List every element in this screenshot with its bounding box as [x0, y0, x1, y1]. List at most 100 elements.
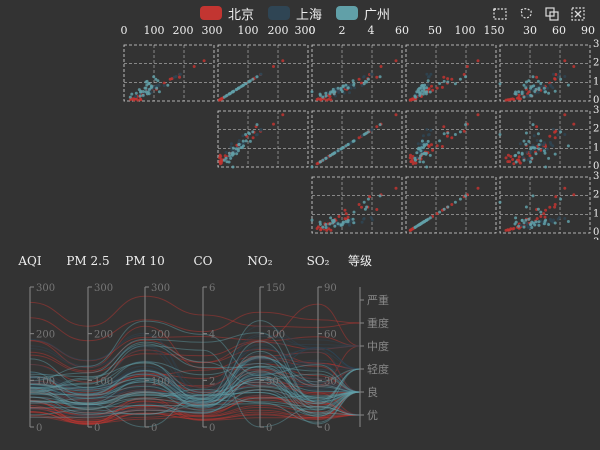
scatter-point	[551, 86, 555, 90]
scatter-point	[344, 212, 348, 216]
pc-category-label: 中度	[367, 339, 389, 353]
scatter-point	[531, 194, 535, 198]
right-tick-label: 2	[593, 190, 599, 201]
scatter-point	[357, 203, 361, 206]
lasso-select-icon[interactable]	[518, 6, 534, 22]
scatter-point	[536, 207, 540, 211]
scatter-point	[537, 223, 541, 227]
scatter-point	[343, 217, 347, 221]
scatter-point	[542, 222, 546, 226]
scatter-point	[255, 75, 259, 79]
scatter-point	[129, 98, 133, 101]
scatter-point	[360, 81, 363, 85]
scatter-point	[369, 216, 373, 219]
scatter-point	[476, 59, 480, 63]
scatter-point	[157, 83, 161, 87]
scatter-point	[341, 85, 345, 89]
legend-item[interactable]: 上海	[268, 4, 322, 23]
scatter-point	[556, 133, 560, 137]
scatter-point	[547, 223, 551, 226]
scatter-point	[328, 222, 332, 226]
scatter-point	[422, 143, 426, 147]
top-tick-label: 0	[309, 24, 316, 37]
scatter-point	[551, 128, 555, 131]
scatter-point	[426, 139, 430, 143]
top-tick-label: 100	[238, 24, 259, 37]
scatter-point	[532, 87, 536, 91]
scatter-point	[506, 153, 510, 157]
pc-tick-label: 0	[151, 423, 157, 434]
scatter-point	[440, 85, 444, 89]
scatter-point	[235, 152, 239, 156]
top-tick-label: 100	[455, 24, 476, 37]
right-tick-label: 2	[593, 124, 599, 135]
scatter-point	[244, 82, 248, 86]
scatter-point	[530, 85, 534, 89]
scatter-point	[563, 75, 567, 78]
scatter-point	[368, 195, 372, 199]
scatter-point	[131, 97, 135, 101]
scatter-point	[517, 97, 521, 101]
scatter-point	[539, 215, 543, 218]
scatter-point	[144, 80, 148, 84]
scatter-point	[547, 156, 551, 160]
scatter-point	[259, 128, 263, 131]
scatter-point	[144, 86, 148, 90]
scatter-point	[344, 83, 348, 87]
scatter-point	[442, 75, 446, 79]
scatter-point	[339, 88, 343, 92]
scatter-point	[544, 208, 548, 212]
pc-axis-name: NO₂	[247, 254, 272, 268]
scatter-point	[529, 160, 533, 164]
pc-tick-label: 50	[266, 376, 279, 387]
scatter-point	[330, 152, 334, 156]
legend-label: 上海	[296, 7, 323, 23]
rect-select-icon[interactable]	[492, 6, 508, 22]
legend-item[interactable]: 北京	[200, 4, 254, 23]
panel-border	[217, 110, 309, 168]
scatter-point	[318, 160, 322, 164]
clear-selection-icon[interactable]	[570, 6, 586, 22]
keep-selection-icon[interactable]	[544, 6, 560, 22]
scatter-point	[553, 152, 557, 156]
pc-axis-name: AQI	[17, 254, 42, 268]
scatter-point	[539, 84, 543, 88]
scatter-point	[453, 200, 457, 204]
scatter-point	[498, 133, 502, 136]
scatter-point	[522, 139, 526, 143]
scatter-point	[462, 73, 466, 76]
scatter-point	[351, 139, 355, 143]
scatter-point	[446, 80, 450, 84]
pc-tick-label: 100	[266, 330, 285, 341]
scatter-point	[336, 86, 340, 90]
scatter-point	[539, 210, 543, 214]
scatter-point	[231, 90, 235, 94]
scatter-point	[425, 165, 429, 169]
legend-item[interactable]: 广州	[336, 4, 390, 23]
scatter-point	[202, 59, 206, 63]
scatter-point	[178, 75, 181, 79]
scatter-point	[541, 146, 545, 150]
pc-line	[29, 340, 361, 404]
scatter-point	[247, 131, 251, 135]
panel-border	[311, 44, 403, 102]
scatter-point	[329, 98, 333, 102]
scatter-point	[324, 156, 328, 160]
scatter-point	[522, 158, 526, 162]
parallel-coordinates: AQI PM 2.5 PM 10 CO NO₂ SO₂ 等级0100200300010020…	[17, 254, 389, 434]
scatter-point	[352, 83, 356, 87]
scatter-point	[236, 147, 240, 151]
scatter-point	[425, 86, 429, 90]
scatter-point	[366, 130, 370, 134]
scatter-point	[362, 75, 366, 78]
scatter-point	[551, 144, 555, 148]
scatter-point	[357, 77, 361, 81]
scatter-point	[231, 146, 235, 150]
pc-axis: 0 100 200 300	[87, 283, 113, 434]
scatter-point	[128, 95, 132, 99]
scatter-point	[532, 134, 536, 138]
right-tick-label: 3	[593, 39, 599, 50]
scatter-point	[255, 133, 259, 136]
scatter-point	[251, 77, 255, 81]
scatter-point	[415, 224, 419, 228]
